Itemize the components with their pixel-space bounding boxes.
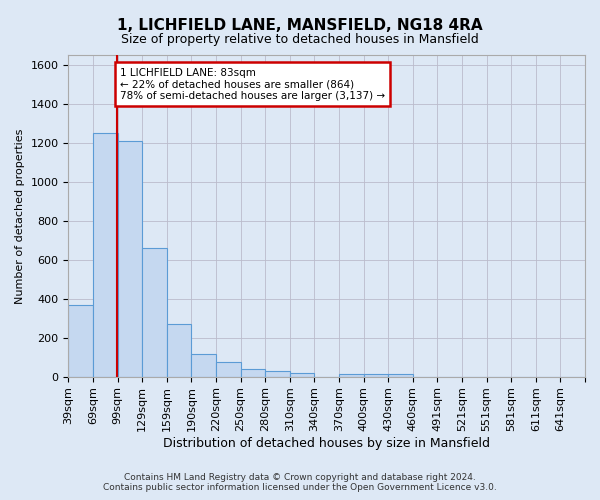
- Text: Contains HM Land Registry data © Crown copyright and database right 2024.
Contai: Contains HM Land Registry data © Crown c…: [103, 473, 497, 492]
- Text: Size of property relative to detached houses in Mansfield: Size of property relative to detached ho…: [121, 32, 479, 46]
- Bar: [191, 354, 216, 376]
- Bar: [364, 374, 388, 376]
- Bar: [142, 248, 167, 376]
- Bar: [93, 133, 118, 376]
- Bar: [216, 362, 241, 376]
- Bar: [118, 141, 142, 376]
- Bar: [167, 324, 191, 376]
- Bar: [339, 374, 364, 376]
- Text: 1, LICHFIELD LANE, MANSFIELD, NG18 4RA: 1, LICHFIELD LANE, MANSFIELD, NG18 4RA: [117, 18, 483, 32]
- Bar: [265, 371, 290, 376]
- Bar: [68, 304, 93, 376]
- X-axis label: Distribution of detached houses by size in Mansfield: Distribution of detached houses by size …: [163, 437, 490, 450]
- Bar: [241, 369, 265, 376]
- Bar: [290, 373, 314, 376]
- Text: 1 LICHFIELD LANE: 83sqm
← 22% of detached houses are smaller (864)
78% of semi-d: 1 LICHFIELD LANE: 83sqm ← 22% of detache…: [120, 68, 385, 101]
- Y-axis label: Number of detached properties: Number of detached properties: [15, 128, 25, 304]
- Bar: [388, 374, 413, 376]
